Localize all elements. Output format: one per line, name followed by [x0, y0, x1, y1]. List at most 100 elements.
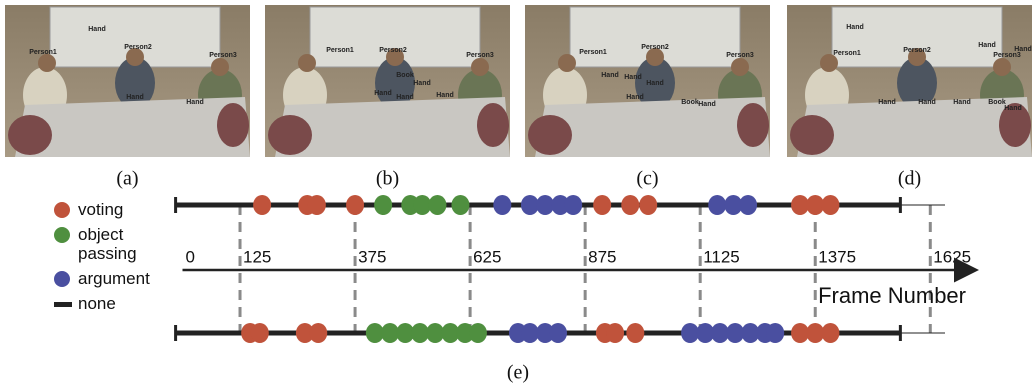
object-label: Hand — [126, 94, 144, 101]
event-dot — [549, 323, 567, 343]
photo: Person1Person2Person3BookHandHandHandHan… — [265, 5, 510, 157]
event-dot — [451, 195, 469, 215]
legend-item: object passing — [52, 225, 160, 263]
chart-caption: (e) — [507, 362, 529, 384]
event-dot — [308, 195, 326, 215]
table — [535, 97, 770, 157]
head — [471, 58, 489, 76]
event-dot — [626, 323, 644, 343]
object-label: Person2 — [124, 44, 152, 51]
chair — [8, 115, 52, 155]
object-label: Person1 — [579, 49, 607, 56]
object-label: Hand — [186, 99, 204, 106]
panel-caption: (a) — [116, 168, 138, 190]
panel-caption: (b) — [376, 168, 399, 190]
object-label: Person3 — [726, 52, 754, 59]
chair — [477, 103, 509, 147]
photo: Person1Person2Person3HandHandHandHandBoo… — [525, 5, 770, 157]
head — [731, 58, 749, 76]
object-label: Hand — [953, 99, 971, 106]
axis-title: Frame Number — [818, 283, 966, 308]
object-label: Hand — [978, 42, 996, 49]
panel-caption: (d) — [898, 168, 921, 190]
photo: Person1 Hand Person2 Person3 Hand Hand — [5, 5, 250, 157]
table — [275, 97, 510, 157]
event-dot — [374, 195, 392, 215]
object-label: Person1 — [326, 47, 354, 54]
object-label: Hand — [698, 101, 716, 108]
legend-item: argument — [52, 269, 160, 288]
x-tick-label: 1375 — [818, 247, 856, 266]
object-label: Person1 — [29, 49, 57, 56]
object-label: Hand — [1014, 46, 1032, 53]
event-dot — [309, 323, 327, 343]
object-label: Hand — [436, 92, 454, 99]
x-tick-label: 1625 — [933, 247, 971, 266]
figure: Person1HandPerson2Person3HandHandPerson1… — [0, 0, 1035, 387]
event-dot — [821, 323, 839, 343]
object-label: Book — [396, 72, 414, 79]
object-label: Person2 — [903, 47, 931, 54]
object-label: Person2 — [641, 44, 669, 51]
legend-swatch — [54, 302, 72, 307]
event-dot — [428, 195, 446, 215]
event-dot — [766, 323, 784, 343]
head — [558, 54, 576, 72]
object-label: Hand — [413, 80, 431, 87]
object-label: Person3 — [209, 52, 237, 59]
legend-item: voting — [52, 200, 160, 219]
object-label: Person2 — [379, 47, 407, 54]
head — [298, 54, 316, 72]
object-label: Hand — [626, 94, 644, 101]
panel-caption: (c) — [636, 168, 658, 190]
object-label: Hand — [374, 90, 392, 97]
object-label: Person1 — [833, 50, 861, 57]
event-dot — [639, 195, 657, 215]
object-label: Hand — [601, 72, 619, 79]
chair — [790, 115, 834, 155]
object-label: Hand — [624, 74, 642, 81]
x-tick-label: 875 — [588, 247, 616, 266]
legend-label: none — [78, 294, 116, 313]
object-label: Hand — [846, 24, 864, 31]
chair — [268, 115, 312, 155]
head — [38, 54, 56, 72]
figure-canvas: Person1HandPerson2Person3HandHandPerson1… — [0, 0, 1035, 387]
x-tick-label: 625 — [473, 247, 501, 266]
legend-swatch — [54, 271, 70, 287]
object-label: Person3 — [993, 52, 1021, 59]
table — [797, 97, 1032, 157]
event-dot — [564, 195, 582, 215]
x-tick-label: 1125 — [703, 247, 740, 266]
legend: voting object passing argument none — [52, 200, 182, 319]
event-dot — [253, 195, 271, 215]
object-label: Hand — [646, 80, 664, 87]
legend-item: none — [52, 294, 160, 313]
legend-swatch — [54, 202, 70, 218]
event-dot — [606, 323, 624, 343]
chair — [528, 115, 572, 155]
chair — [737, 103, 769, 147]
object-label: Hand — [396, 94, 414, 101]
object-label: Hand — [878, 99, 896, 106]
head — [993, 58, 1011, 76]
object-label: Hand — [918, 99, 936, 106]
event-dot — [821, 195, 839, 215]
event-dot — [493, 195, 511, 215]
legend-label: voting — [78, 200, 123, 219]
x-tick-label: 0 — [186, 247, 195, 266]
event-dot — [346, 195, 364, 215]
event-dot — [621, 195, 639, 215]
legend-label: object passing — [78, 225, 137, 263]
legend-label: argument — [78, 269, 150, 288]
object-label: Book — [988, 99, 1006, 106]
legend-swatch — [54, 227, 70, 243]
event-dot — [708, 195, 726, 215]
object-label: Hand — [88, 26, 106, 33]
x-tick-label: 375 — [358, 247, 386, 266]
object-label: Book — [681, 99, 699, 106]
event-dot — [469, 323, 487, 343]
event-dot — [251, 323, 269, 343]
chair — [217, 103, 249, 147]
